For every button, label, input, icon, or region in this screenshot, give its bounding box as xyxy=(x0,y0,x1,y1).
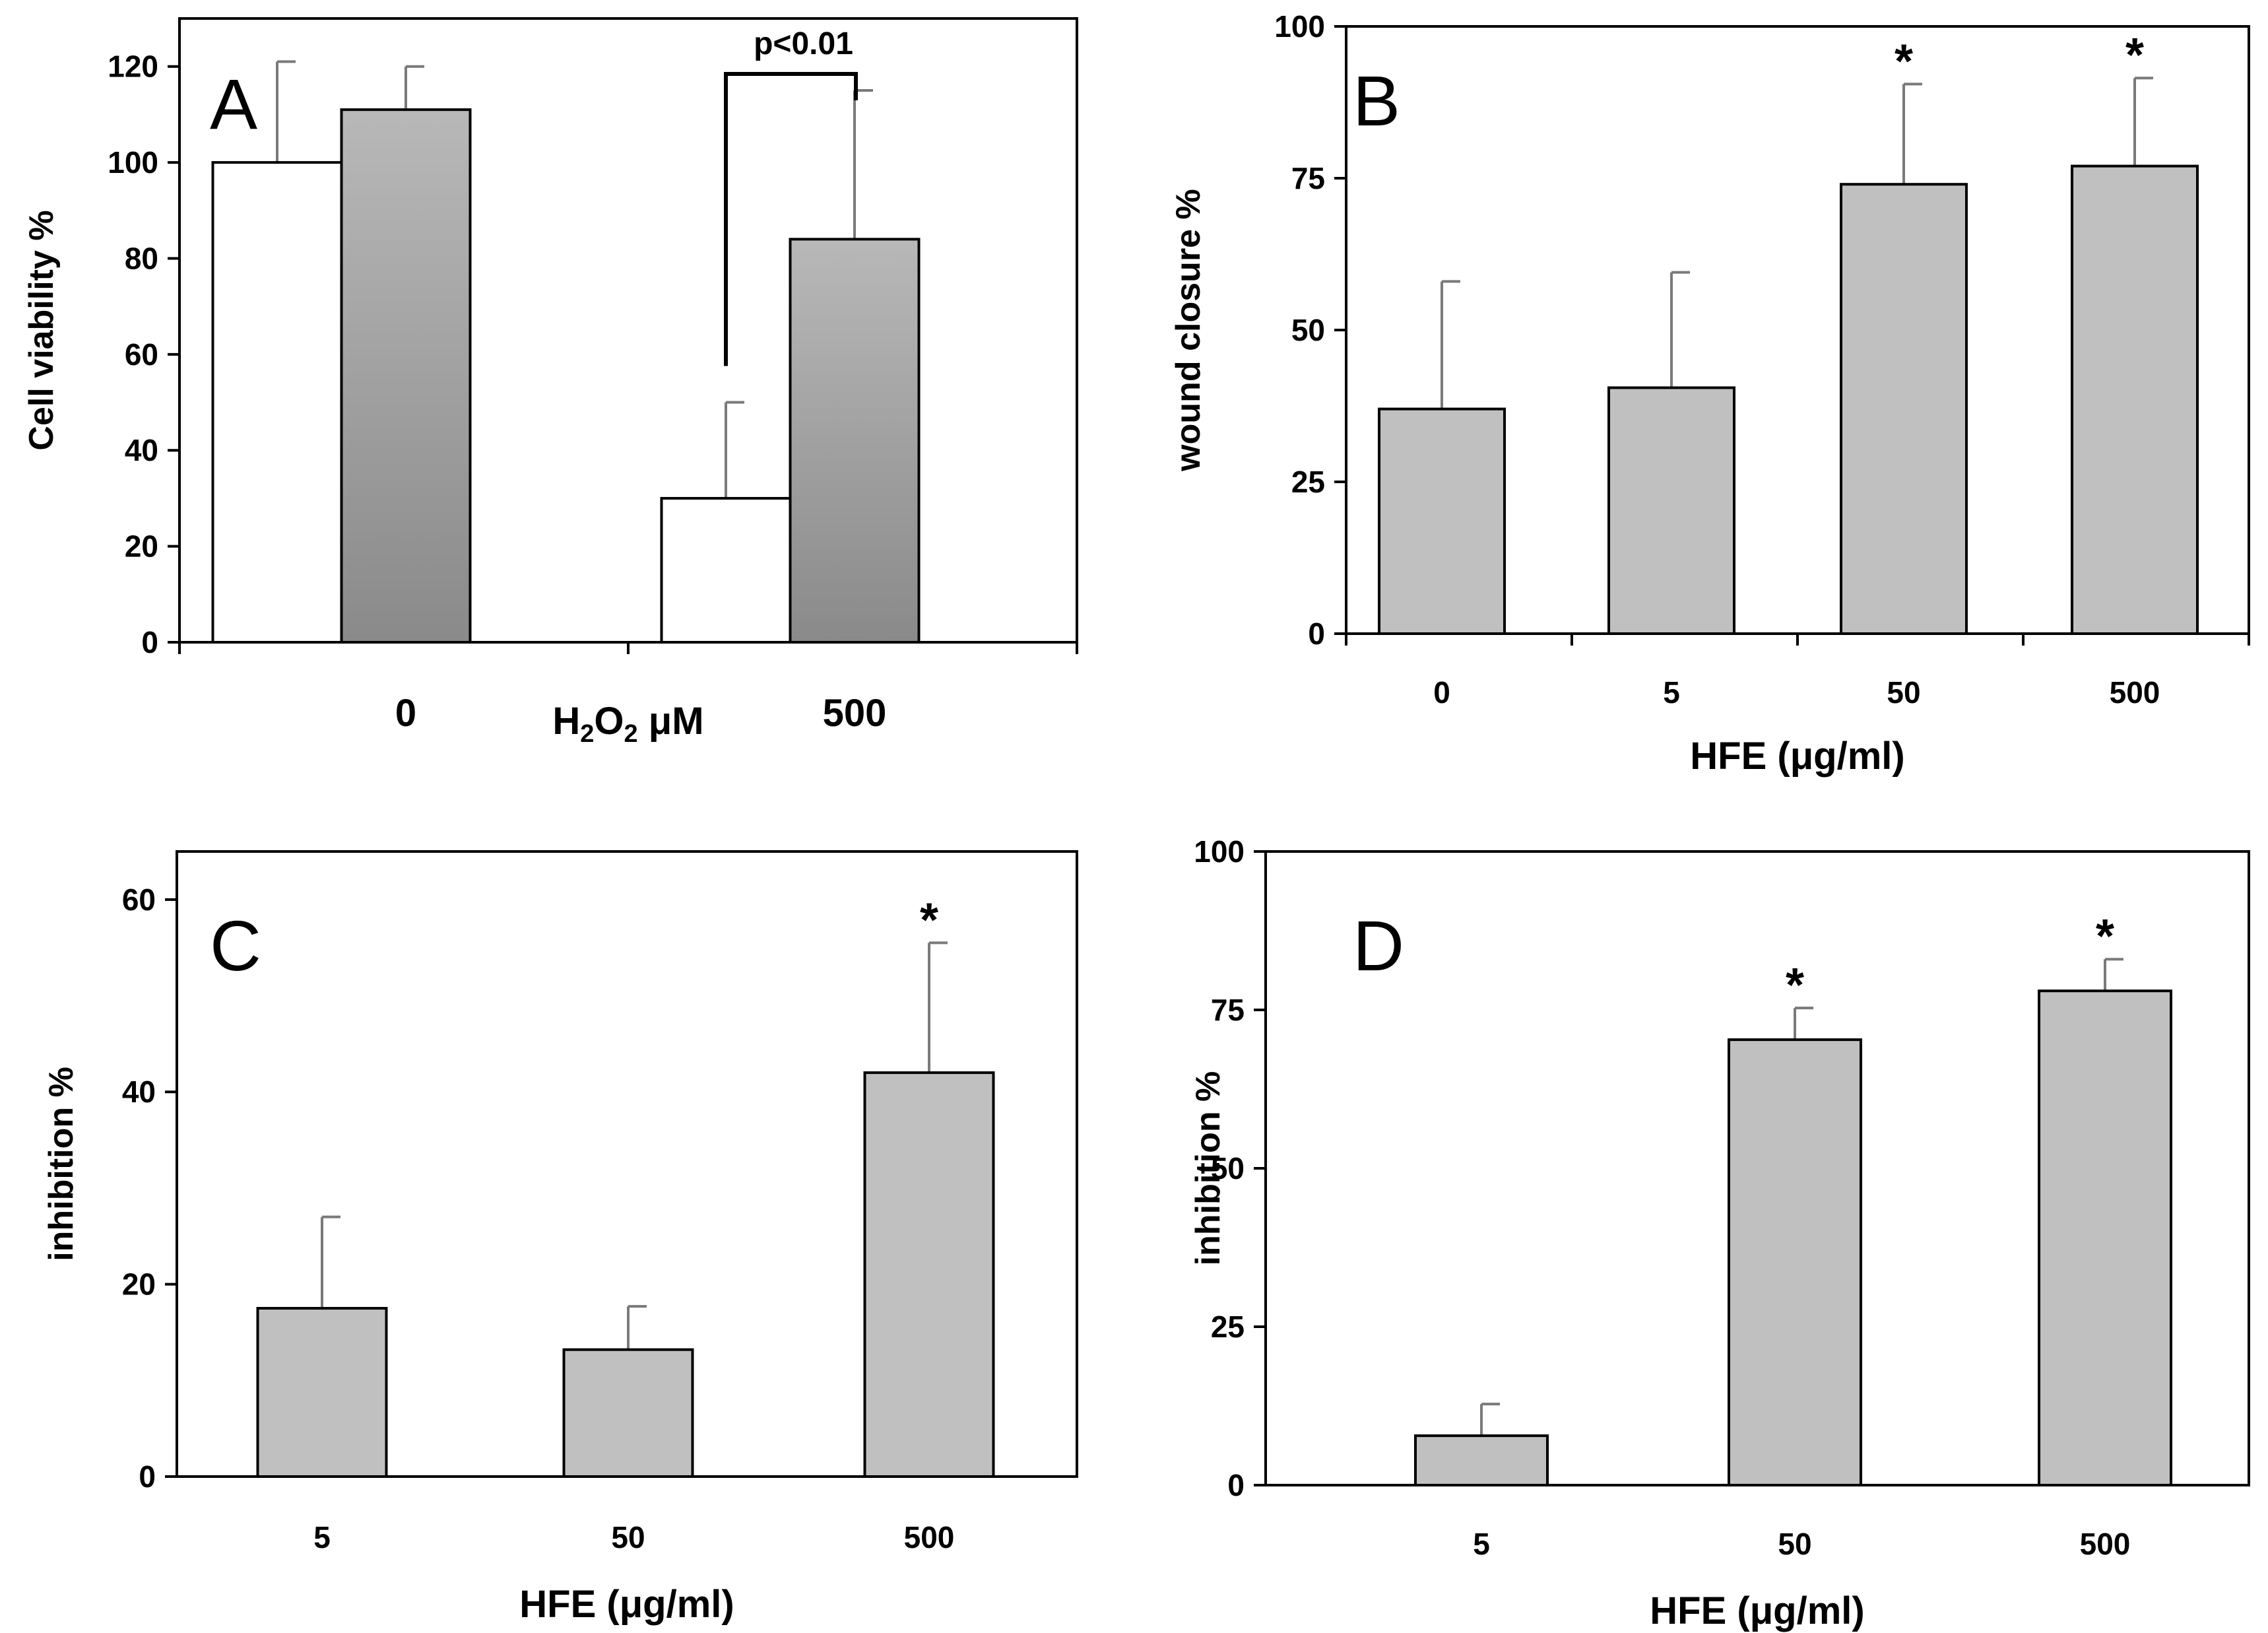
x-category-label: 50 xyxy=(611,1520,645,1554)
y-tick-label: 80 xyxy=(125,241,158,275)
bar-HFE-0 xyxy=(340,108,472,644)
x-category-label: 5 xyxy=(1473,1527,1490,1561)
bar-d-50 xyxy=(1728,1038,1862,1486)
bar-b-50 xyxy=(1840,183,1968,635)
significance-star: * xyxy=(1895,35,1913,88)
bar-d-5 xyxy=(1414,1434,1549,1487)
y-tick-label: 25 xyxy=(1211,1310,1245,1344)
panel-letter: B xyxy=(1353,61,1400,141)
y-tick-label: 0 xyxy=(139,1459,156,1494)
y-tick-label: 25 xyxy=(1291,465,1325,499)
y-tick-label: 100 xyxy=(1194,834,1245,869)
x-category-label: 50 xyxy=(1887,675,1920,710)
x-category-label: 500 xyxy=(2110,675,2160,710)
bar-control-500 xyxy=(660,496,792,644)
y-tick-label: 50 xyxy=(1291,313,1325,347)
panel-b-chart: 0 25 50 75 100 wound closure % B 0 5 50 * 500 * HFE (… xyxy=(1169,9,2250,778)
y-tick-label: 75 xyxy=(1211,993,1245,1027)
bar-c-500 xyxy=(863,1071,995,1478)
x-axis-label: HFE (μg/ml) xyxy=(519,1583,734,1626)
y-tick-label: 0 xyxy=(1227,1468,1245,1502)
panel-d-chart: 0 25 50 75 100 inhibition % D 5 50 * 500 * HFE (μg/m… xyxy=(1189,834,2250,1632)
x-category-label: 50 xyxy=(1778,1527,1811,1561)
y-axis-label: inhibition % xyxy=(1189,1071,1227,1266)
y-axis-label: wound closure % xyxy=(1169,189,1208,472)
significance-star: * xyxy=(2125,29,2144,82)
bar-c-50 xyxy=(562,1348,694,1478)
bar-b-500 xyxy=(2071,164,2199,636)
y-tick-label: 100 xyxy=(1274,9,1325,44)
y-tick-label: 20 xyxy=(122,1267,156,1302)
x-category-label: 500 xyxy=(904,1520,955,1554)
y-tick-label: 50 xyxy=(1211,1151,1245,1185)
bar-c-5 xyxy=(256,1307,388,1478)
panel-letter: A xyxy=(210,64,257,144)
x-category-label: 0 xyxy=(395,692,416,735)
x-axis-label: HFE (μg/ml) xyxy=(1690,735,1904,778)
y-tick-label: 100 xyxy=(108,145,158,180)
y-tick-label: 0 xyxy=(1308,617,1325,651)
y-tick-label: 40 xyxy=(122,1075,156,1109)
x-category-label: 500 xyxy=(2080,1527,2131,1561)
x-axis-label: HFE (μg/ml) xyxy=(1650,1589,1864,1632)
x-axis-label: H2O2 μM xyxy=(552,700,703,748)
x-category-label: 5 xyxy=(1663,675,1680,710)
significance-star: * xyxy=(1786,959,1804,1012)
bar-b-0 xyxy=(1378,407,1506,635)
significance-star: * xyxy=(2096,910,2114,963)
y-tick-label: 40 xyxy=(125,433,158,467)
significance-bracket xyxy=(724,72,858,366)
y-tick-label: 60 xyxy=(125,337,158,372)
bar-b-5 xyxy=(1607,386,1735,636)
y-tick-label: 0 xyxy=(141,625,158,659)
panel-a-chart: 0 20 40 60 80 100 120 Cell viability % A 0 500 H2O2… xyxy=(22,17,1078,748)
significance-label: p<0.01 xyxy=(754,26,853,61)
y-tick-label: 60 xyxy=(122,883,156,917)
x-category-label: 5 xyxy=(313,1520,331,1554)
panel-letter: D xyxy=(1353,906,1404,985)
panel-letter: C xyxy=(210,906,261,985)
panel-c-chart: 0 20 40 60 inhibition % C 5 50 500 * HFE (μg/ml) xyxy=(42,850,1078,1626)
x-category-label: 500 xyxy=(823,692,887,735)
bar-d-500 xyxy=(2038,989,2172,1486)
y-axis-label: inhibition % xyxy=(42,1067,81,1261)
y-tick-label: 75 xyxy=(1291,161,1325,195)
y-tick-label: 120 xyxy=(108,50,158,84)
bar-control-0 xyxy=(211,161,343,644)
y-tick-label: 20 xyxy=(125,529,158,564)
x-category-label: 0 xyxy=(1433,675,1450,710)
bar-HFE-500 xyxy=(789,238,921,644)
y-axis-label: Cell viability % xyxy=(22,210,61,450)
significance-star: * xyxy=(920,894,938,947)
